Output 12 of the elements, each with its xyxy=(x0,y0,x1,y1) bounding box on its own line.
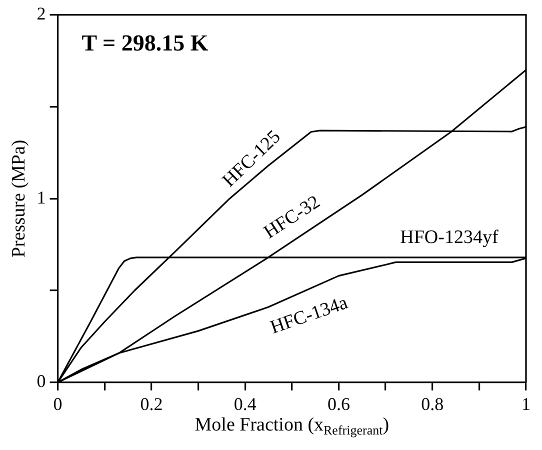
x-tick-label: 0 xyxy=(53,394,62,414)
x-tick-label: 0.2 xyxy=(140,394,163,414)
annotation: T = 298.15 K xyxy=(82,30,208,56)
y-axis-title: Pressure (MPa) xyxy=(8,140,30,258)
x-tick-label: 0.4 xyxy=(234,394,256,414)
x-tick-label: 1 xyxy=(522,394,530,414)
series-label: HFO-1234yf xyxy=(400,226,499,248)
y-tick-label: 2 xyxy=(36,4,46,24)
x-tick-label: 0.6 xyxy=(327,394,350,414)
y-tick-label: 0 xyxy=(36,371,46,392)
y-tick-label: 1 xyxy=(36,187,46,208)
x-tick-label: 0.8 xyxy=(421,394,444,414)
